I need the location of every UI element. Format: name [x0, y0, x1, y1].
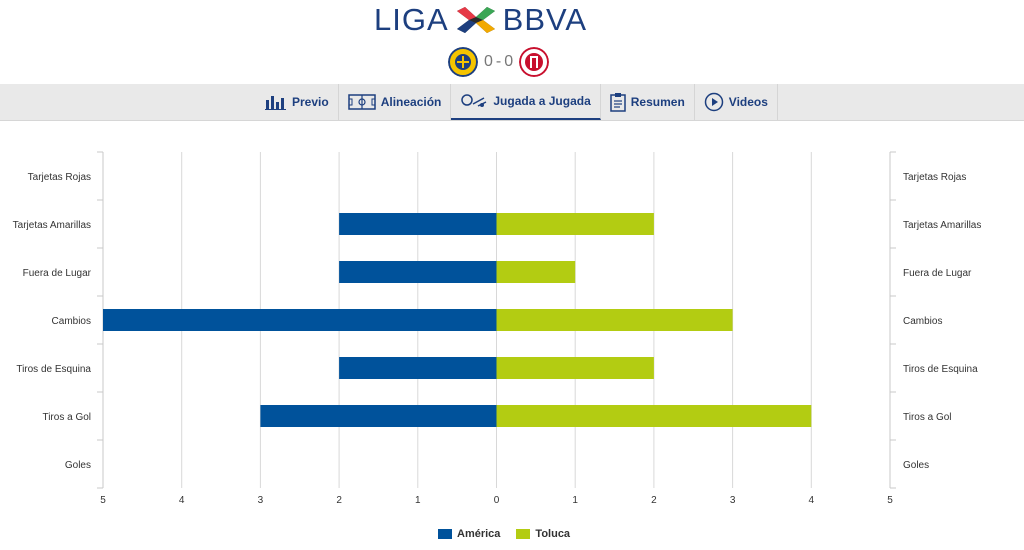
- liga-bbva-logo[interactable]: LIGA BBVA: [374, 2, 587, 38]
- tab-videos[interactable]: Videos: [695, 84, 778, 120]
- match-nav: Previo Alineación Jugada a Jugada: [0, 84, 1024, 121]
- x-tick-label: 5: [100, 495, 106, 506]
- bar-toluca: [496, 261, 576, 283]
- category-label-left: Tiros a Gol: [42, 412, 91, 423]
- tab-resumen[interactable]: Resumen: [601, 84, 695, 120]
- play-by-play-icon: [461, 94, 487, 107]
- x-tick-label: 4: [809, 495, 815, 506]
- bar-toluca: [496, 405, 812, 427]
- tab-previo-label: Previo: [292, 95, 329, 109]
- legend-label-america: América: [457, 528, 501, 540]
- category-label-right: Tiros de Esquina: [903, 364, 978, 375]
- bar-america: [339, 357, 497, 379]
- bar-toluca: [496, 357, 654, 379]
- category-label-left: Tarjetas Amarillas: [13, 220, 91, 231]
- x-tick-label: 0: [494, 495, 500, 506]
- bar-america: [260, 405, 497, 427]
- tab-alineacion[interactable]: Alineación: [339, 84, 452, 120]
- category-label-right: Cambios: [903, 316, 942, 327]
- score: 0 - 0: [482, 53, 515, 71]
- legend-label-toluca: Toluca: [535, 528, 571, 540]
- category-label-right: Tarjetas Amarillas: [903, 220, 981, 231]
- liga-emblem-icon: [456, 7, 495, 33]
- legend-swatch-america: [438, 529, 452, 539]
- tab-resumen-label: Resumen: [630, 95, 685, 109]
- stats-bar-chart: Tarjetas Rojas Tarjetas Rojas Tarjetas Ama…: [13, 151, 981, 506]
- scoreboard: 0 - 0: [448, 47, 550, 77]
- category-label-left: Tarjetas Rojas: [28, 172, 91, 183]
- tab-previo[interactable]: Previo: [256, 84, 339, 120]
- tab-alineacion-label: Alineación: [380, 95, 442, 109]
- x-tick-label: 4: [179, 495, 185, 506]
- score-home: 0: [484, 53, 493, 70]
- toluca-crest-icon[interactable]: [519, 47, 550, 77]
- x-tick-label: 3: [730, 495, 736, 506]
- category-label-right: Fuera de Lugar: [903, 268, 972, 279]
- x-tick-label: 3: [258, 495, 264, 506]
- bar-toluca: [496, 213, 654, 235]
- bar-america: [339, 213, 497, 235]
- category-label-left: Tiros de Esquina: [16, 364, 91, 375]
- x-tick-label: 5: [887, 495, 893, 506]
- logo-text-left: LIGA: [374, 2, 449, 37]
- bar-chart-icon: [265, 96, 286, 110]
- bar-america: [339, 261, 497, 283]
- legend-item-america[interactable]: América: [438, 528, 500, 540]
- x-tick-label: 2: [651, 495, 657, 506]
- score-separator: -: [495, 53, 502, 70]
- legend-swatch-toluca: [516, 529, 531, 539]
- category-label-right: Tarjetas Rojas: [903, 172, 966, 183]
- x-tick-label: 1: [572, 495, 578, 506]
- america-crest-icon[interactable]: [448, 47, 478, 77]
- chart-legend: América Toluca: [438, 528, 570, 540]
- logo-text-right: BBVA: [502, 2, 588, 37]
- category-label-left: Fuera de Lugar: [23, 268, 92, 279]
- bar-toluca: [496, 309, 733, 331]
- x-tick-label: 1: [415, 495, 421, 506]
- category-label-left: Goles: [65, 460, 91, 471]
- match-header: LIGA BBVA 0 - 0: [0, 0, 1024, 84]
- clipboard-icon: [610, 93, 626, 112]
- category-label-right: Tiros a Gol: [903, 412, 952, 423]
- category-label-left: Cambios: [52, 316, 91, 327]
- score-away: 0: [504, 53, 514, 70]
- legend-item-toluca[interactable]: Toluca: [516, 528, 570, 540]
- tab-jugada-label: Jugada a Jugada: [493, 94, 591, 108]
- field-icon: [347, 94, 376, 110]
- chart-panel: Tarjetas Rojas Tarjetas Rojas Tarjetas Ama…: [0, 121, 1024, 546]
- x-tick-label: 2: [336, 495, 342, 506]
- bar-america: [103, 309, 497, 331]
- category-label-right: Goles: [903, 460, 929, 471]
- play-circle-icon: [704, 92, 724, 112]
- tab-videos-label: Videos: [728, 95, 768, 109]
- tab-jugada-a-jugada[interactable]: Jugada a Jugada: [451, 84, 601, 120]
